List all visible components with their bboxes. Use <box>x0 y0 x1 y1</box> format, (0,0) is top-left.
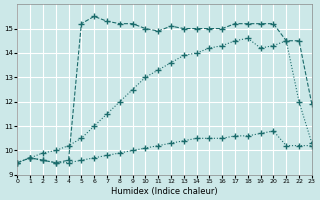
X-axis label: Humidex (Indice chaleur): Humidex (Indice chaleur) <box>111 187 218 196</box>
